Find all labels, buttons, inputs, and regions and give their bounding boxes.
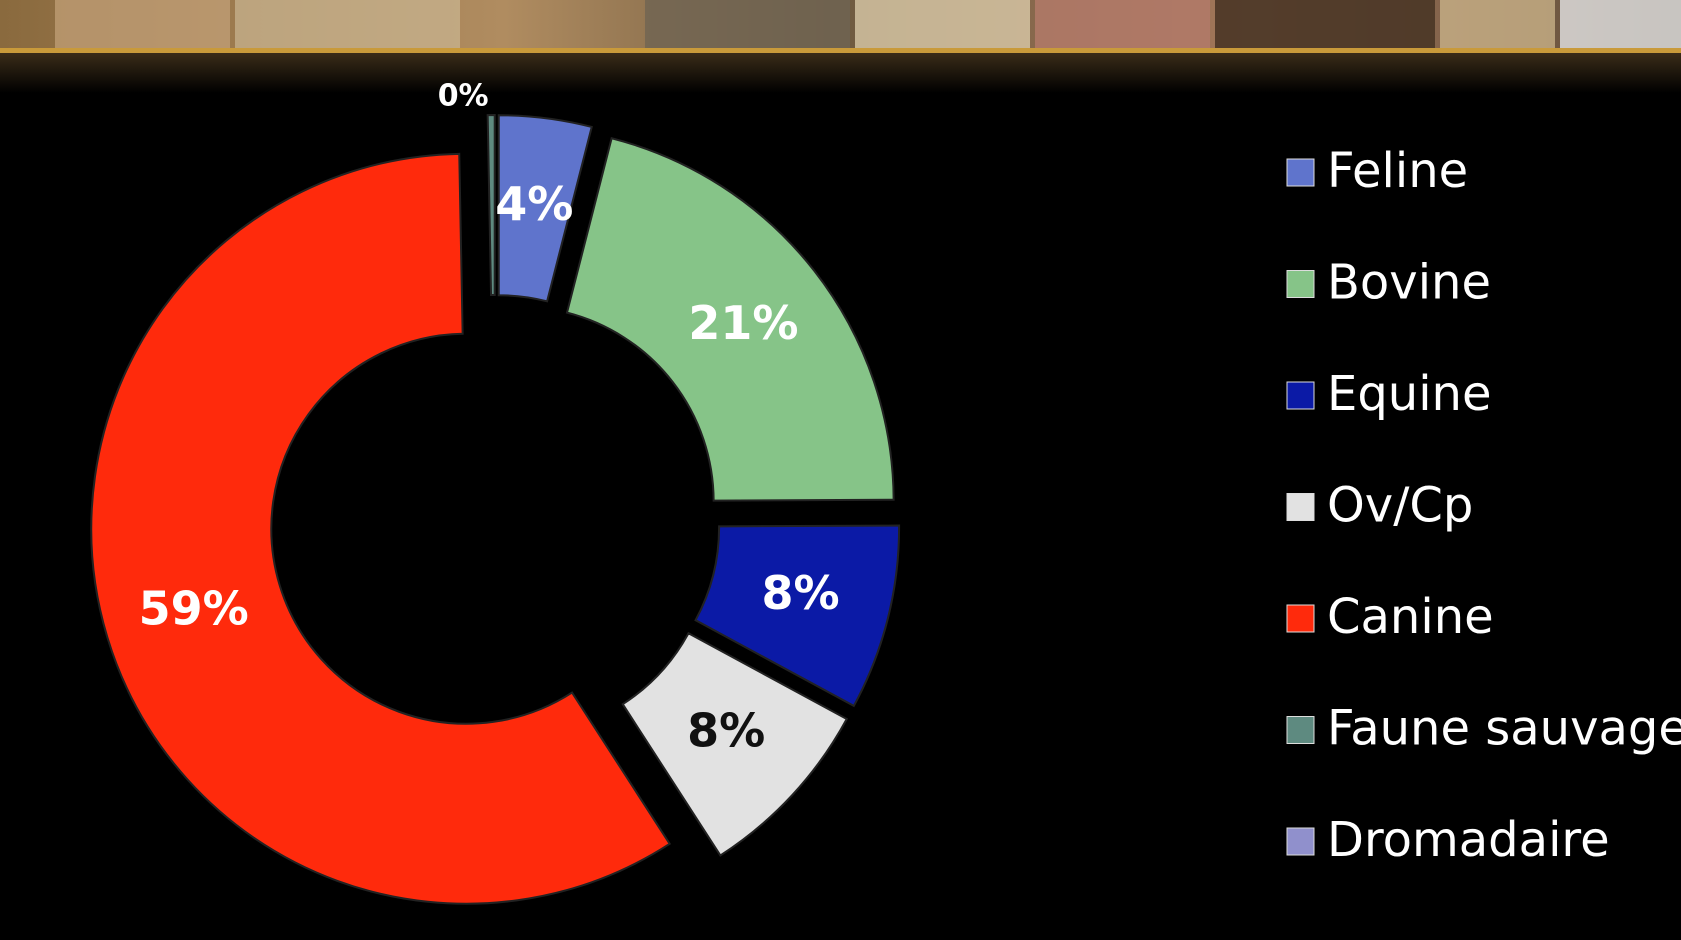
legend-swatch bbox=[1286, 716, 1315, 744]
data-label: 59% bbox=[139, 581, 249, 635]
data-label: 4% bbox=[495, 177, 573, 231]
legend-swatch bbox=[1286, 270, 1315, 298]
legend-label: Dromadaire bbox=[1327, 812, 1610, 868]
data-label: 0% bbox=[438, 79, 489, 114]
slice bbox=[497, 114, 593, 303]
data-label: 8% bbox=[761, 566, 839, 620]
legend-swatch bbox=[1286, 381, 1315, 410]
legend-label: Feline bbox=[1327, 143, 1468, 199]
legend-swatch bbox=[1286, 604, 1315, 633]
legend-swatch bbox=[1286, 493, 1315, 521]
legend-label: Bovine bbox=[1327, 255, 1491, 311]
slice bbox=[565, 137, 895, 502]
slice bbox=[694, 524, 901, 708]
slice bbox=[621, 631, 849, 857]
slice bbox=[90, 152, 672, 905]
data-label: 8% bbox=[687, 704, 765, 758]
slice bbox=[486, 114, 496, 297]
data-label: 21% bbox=[688, 296, 798, 350]
legend-label: Equine bbox=[1327, 366, 1492, 422]
legend-label: Ov/Cp bbox=[1327, 478, 1473, 534]
legend-label: Faune sauvage bbox=[1327, 701, 1681, 757]
legend-swatch bbox=[1286, 827, 1315, 856]
legend-swatch bbox=[1286, 158, 1315, 187]
banner bbox=[0, 0, 1681, 93]
legend-label: Canine bbox=[1327, 589, 1494, 645]
